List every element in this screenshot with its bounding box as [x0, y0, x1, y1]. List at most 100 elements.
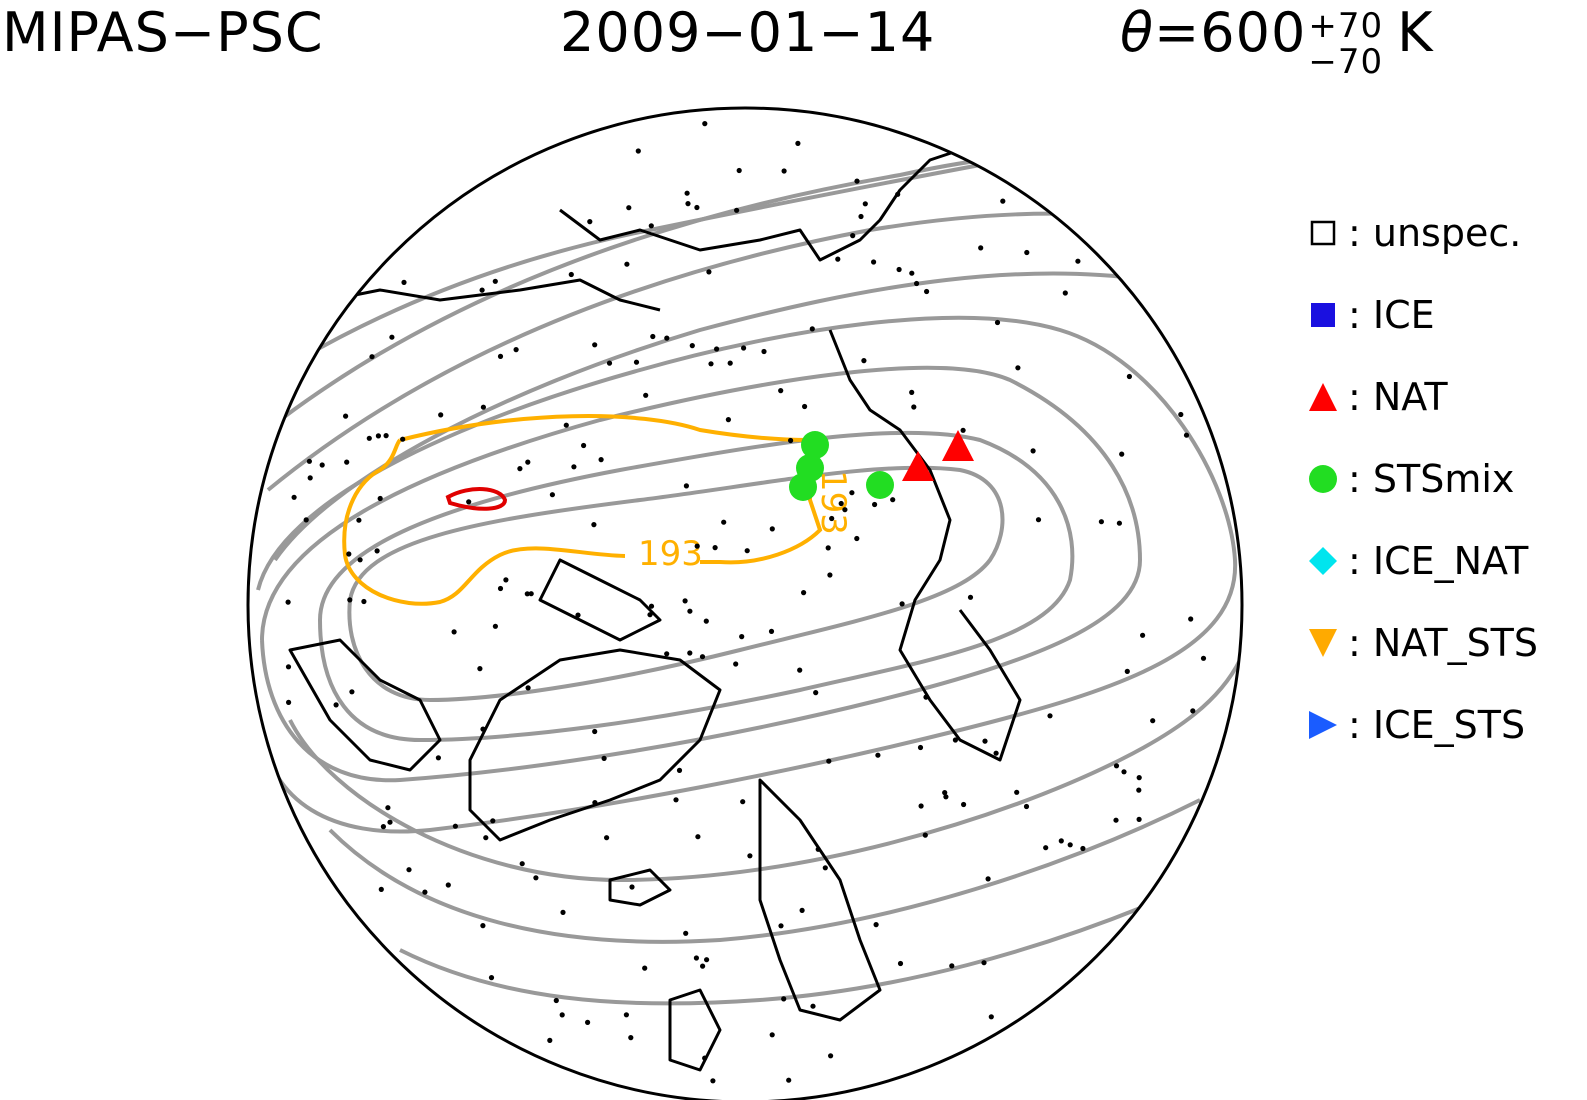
- unspec-point: [1015, 365, 1021, 371]
- unspec-point: [781, 996, 787, 1002]
- unspec-point: [676, 767, 683, 774]
- unspec-point: [451, 629, 457, 635]
- unspec-point: [648, 223, 654, 229]
- unspec-point: [533, 875, 539, 881]
- unspec-point: [826, 758, 832, 764]
- unspec-point: [344, 459, 350, 465]
- unspec-point: [571, 464, 577, 470]
- geopotential-contour: [260, 365, 1143, 783]
- unspec-point: [801, 590, 807, 596]
- unspec-point: [721, 519, 727, 525]
- unspec-point: [802, 403, 808, 410]
- legend-item-nat: : NAT: [1308, 356, 1538, 438]
- unspec-point: [797, 667, 803, 673]
- nat-point: [942, 430, 974, 461]
- unspec-point: [909, 270, 915, 276]
- temperature-contour-193: [342, 414, 823, 606]
- unspec-point: [795, 140, 801, 146]
- coastline-russia-north: [559, 148, 961, 262]
- stsmix-marker-icon: [1309, 465, 1337, 493]
- geopotential-contour: [278, 150, 1161, 422]
- unspec-point: [993, 750, 999, 756]
- unspec-point: [422, 889, 428, 895]
- coastlines: [288, 148, 1022, 1072]
- unspec-point: [346, 551, 352, 557]
- unspec-point: [1119, 451, 1125, 457]
- unspec-point: [1190, 708, 1196, 714]
- unspec-point: [1188, 616, 1194, 622]
- theta-plus: +70: [1308, 6, 1384, 47]
- unspec-point: [982, 738, 988, 744]
- unspec-point: [378, 886, 384, 893]
- unspec-point: [695, 834, 701, 840]
- unspec-point: [490, 818, 496, 824]
- ice-marker-icon: [1311, 303, 1335, 327]
- legend-item-ice: : ICE: [1308, 274, 1538, 356]
- stsmix-markers: [789, 431, 894, 501]
- coastline-alaska: [828, 329, 1022, 762]
- unspec-point: [406, 867, 412, 873]
- unspec-point: [383, 433, 389, 439]
- unspec-point: [835, 256, 841, 262]
- unspec-point: [1126, 373, 1132, 380]
- unspec-point: [452, 823, 458, 829]
- unspec-point: [492, 623, 498, 629]
- unspec-point: [687, 650, 693, 656]
- unspec-point: [525, 459, 531, 465]
- nat-sts-marker-icon: [1309, 629, 1337, 657]
- unspec-point: [380, 824, 386, 830]
- unspec-point: [682, 598, 688, 604]
- unspec-point: [480, 923, 486, 929]
- unspec-point: [374, 548, 380, 554]
- unspec-point: [949, 963, 955, 969]
- unspec-point: [684, 190, 690, 196]
- unspec-point: [466, 499, 472, 505]
- geopotential-contour: [399, 898, 1161, 1006]
- legend-label-nat-sts: : NAT_STS: [1348, 621, 1539, 665]
- unspec-point: [829, 515, 835, 522]
- unspec-point: [943, 794, 949, 800]
- unspec-point: [875, 752, 881, 758]
- unspec-point: [361, 598, 367, 605]
- geopotential-contour: [266, 211, 1181, 492]
- unspec-point: [694, 204, 700, 211]
- unspec-point: [861, 358, 867, 364]
- unspec-point: [369, 354, 375, 360]
- unspec-point: [435, 755, 441, 761]
- unspec-point: [1023, 803, 1030, 810]
- legend-label-unspec: : unspec.: [1348, 211, 1522, 255]
- unspec-point: [1116, 520, 1122, 526]
- unspec-point: [592, 800, 598, 806]
- unspec-point: [1136, 775, 1142, 781]
- unspec-point: [513, 347, 519, 353]
- unspec-point: [438, 412, 444, 418]
- unspec-point: [858, 213, 864, 220]
- unspec-point: [483, 835, 489, 841]
- unspec-point: [704, 957, 710, 963]
- nat-region-contour: [445, 487, 508, 511]
- unspec-point: [480, 404, 486, 410]
- unspec-point: [592, 728, 598, 735]
- unspec-point: [810, 1003, 816, 1009]
- unspec-point: [706, 269, 712, 275]
- unspec-point: [689, 343, 695, 349]
- unspec-point: [727, 360, 733, 366]
- unspec-point: [1080, 845, 1086, 852]
- unspec-point: [942, 790, 948, 796]
- unspec-point: [725, 417, 732, 423]
- unspec-point: [673, 797, 679, 803]
- unspec-point: [700, 963, 706, 969]
- unspec-point: [553, 997, 559, 1004]
- unspec-point: [741, 345, 747, 351]
- coastline-iceland: [608, 868, 672, 907]
- unspec-point: [683, 930, 689, 936]
- unspec-point: [319, 462, 325, 468]
- stsmix-point: [801, 431, 829, 459]
- unspec-point: [712, 545, 718, 551]
- unspec-point: [809, 326, 815, 332]
- unspec-point: [838, 500, 844, 507]
- unspec-point: [778, 388, 784, 394]
- unspec-point: [623, 1012, 630, 1018]
- unspec-point: [633, 359, 640, 365]
- unspec-point: [710, 1078, 716, 1084]
